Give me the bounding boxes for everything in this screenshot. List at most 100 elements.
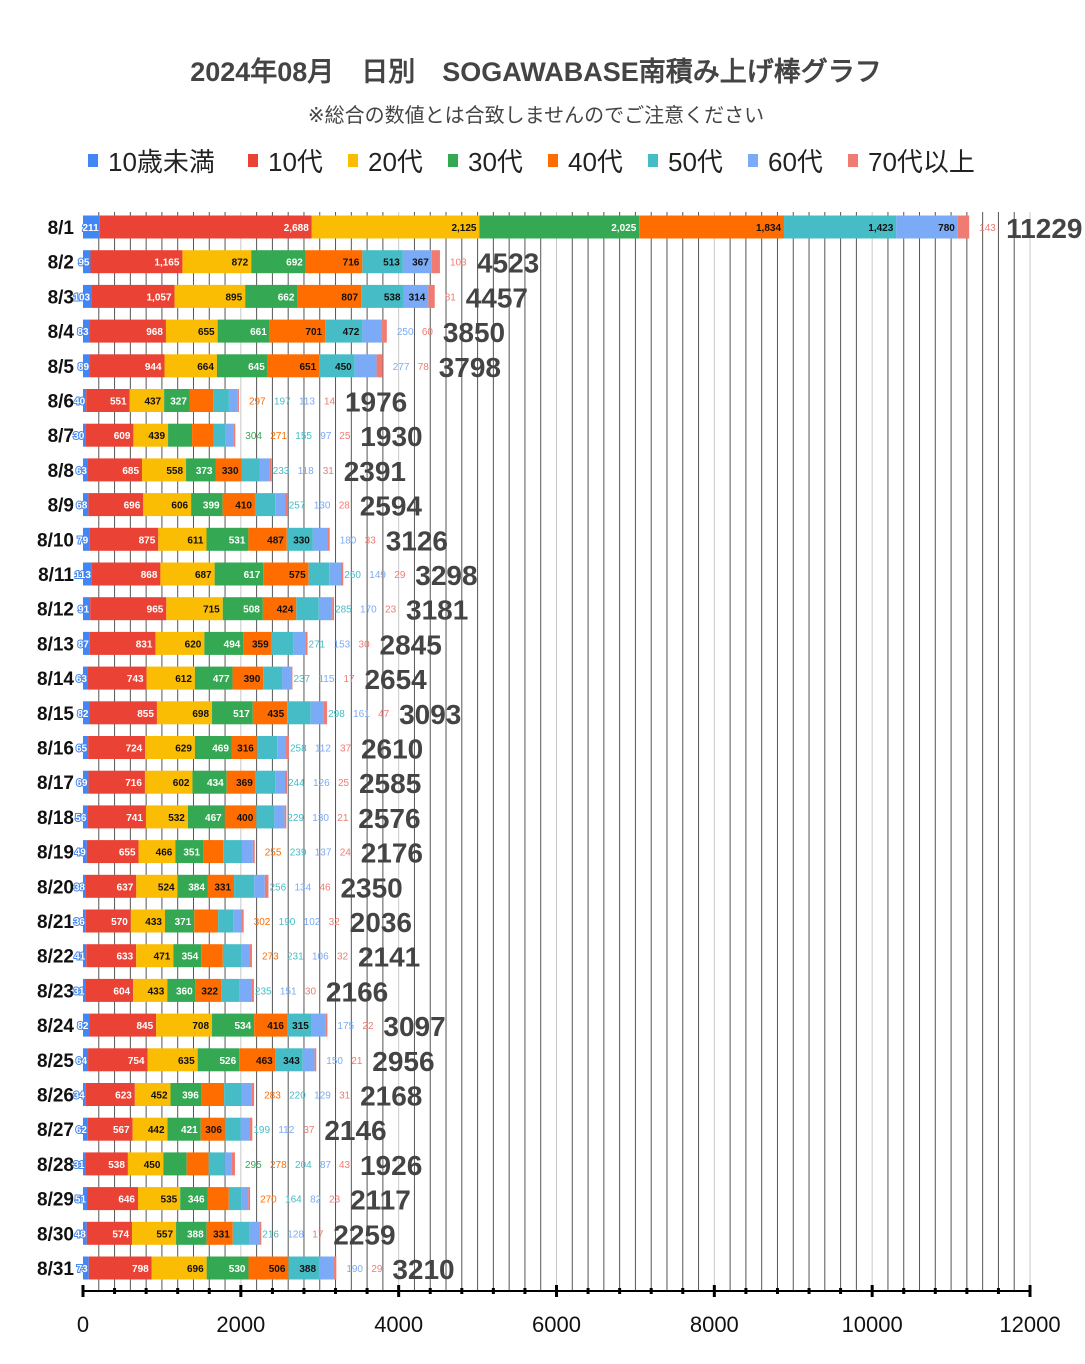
data-label: 91: [78, 605, 90, 616]
bar-segment: [83, 978, 86, 1002]
axis-tick: [460, 1288, 464, 1294]
data-label-outside: 130: [314, 501, 331, 512]
data-label-outside: 298: [328, 709, 345, 720]
data-label: 437: [144, 397, 161, 408]
data-label-outside: 197: [274, 397, 291, 408]
bar-segment: [85, 423, 134, 447]
axis-tick: [302, 1288, 306, 1294]
data-label-outside: 270: [260, 1195, 277, 1206]
bar-segment: [206, 1256, 249, 1280]
data-label: 89: [78, 362, 90, 373]
category-label: 8/16: [37, 739, 74, 760]
data-label: 620: [185, 639, 202, 650]
bar-row-8/23: 8/23 31 604 433 360 322 235 151 30 2166: [37, 976, 388, 1007]
bar-segment: [83, 354, 91, 378]
bar-segment: [90, 354, 165, 378]
data-label-outside: 47: [378, 709, 390, 720]
bar-segment: [83, 319, 90, 343]
axis-tick: [207, 1288, 211, 1294]
data-label: 322: [201, 986, 218, 997]
bar-segment: [207, 1187, 229, 1211]
bar-segment: [83, 736, 89, 759]
data-label: 557: [156, 1229, 173, 1240]
data-label-outside: 216: [262, 1229, 279, 1240]
bar-segment: [88, 1048, 148, 1072]
data-label-outside: 283: [264, 1091, 281, 1102]
data-label: 2,688: [284, 223, 309, 234]
bar-segment: [251, 978, 254, 1002]
total-label: 3298: [415, 560, 477, 591]
bar-segment: [214, 562, 264, 586]
data-label-outside: 81: [445, 292, 457, 303]
data-label-outside: 24: [340, 848, 352, 859]
data-label: 34: [74, 1091, 86, 1102]
bar-segment: [143, 493, 192, 517]
axis-tick: [334, 1288, 338, 1294]
data-label: 38: [74, 882, 86, 893]
data-label: 63: [76, 674, 88, 685]
bar-segment: [251, 1083, 255, 1106]
bar-segment: [83, 1221, 87, 1245]
data-label-outside: 25: [338, 778, 350, 789]
bar-segment: [166, 597, 223, 621]
bar-row-8/25: 8/25 64 754 635 526 463 343 150 21 2956: [37, 1046, 435, 1077]
data-label-outside: 155: [295, 431, 312, 442]
bar-segment: [286, 736, 289, 759]
data-label-outside: 271: [270, 431, 287, 442]
bar-segment: [87, 1117, 133, 1141]
data-label-outside: 23: [329, 1195, 341, 1206]
data-label: 49: [75, 848, 87, 859]
data-label-outside: 14: [324, 397, 336, 408]
chart-title: 2024年08月 日別 SOGAWABASE南積み上げ棒グラフ: [190, 56, 882, 87]
total-label: 2654: [364, 664, 427, 695]
data-label: 351: [183, 848, 200, 859]
total-label: 2166: [326, 976, 388, 1007]
total-label: 3093: [399, 699, 461, 730]
data-label: 526: [219, 1056, 236, 1067]
data-label: 103: [73, 292, 90, 303]
bar-row-8/10: 8/10 79 875 611 531 487 330 180 33 3126: [37, 525, 448, 556]
total-label: 2350: [340, 872, 402, 903]
bar-segment: [145, 805, 188, 829]
category-label: 8/19: [37, 843, 74, 864]
data-label: 399: [203, 501, 220, 512]
bar-segment: [296, 597, 319, 621]
bar-segment: [168, 423, 193, 447]
bar-segment: [310, 701, 324, 725]
category-label: 8/1: [48, 218, 75, 239]
bar-segment: [223, 840, 243, 864]
x-tick-label: 4000: [374, 1312, 423, 1337]
data-label-outside: 30: [305, 986, 317, 997]
axis-tick: [775, 1288, 779, 1294]
bar-segment: [275, 1048, 303, 1072]
data-label-outside: 271: [309, 639, 326, 650]
data-label-outside: 250: [397, 327, 414, 338]
bar-segment: [83, 423, 86, 447]
category-label: 8/2: [48, 253, 74, 274]
bar-segment: [275, 493, 286, 517]
bar-segment: [83, 458, 88, 482]
axis-tick: [996, 1288, 1000, 1294]
data-label-outside: 37: [303, 1125, 315, 1136]
axis-tick: [933, 1288, 937, 1294]
data-label: 452: [151, 1091, 168, 1102]
legend-swatch: [348, 154, 358, 167]
data-label: 471: [154, 952, 171, 963]
bar-segment: [83, 770, 89, 794]
total-label: 2845: [380, 629, 442, 660]
bar-segment: [329, 562, 341, 586]
data-label-outside: 32: [337, 952, 349, 963]
data-label: 741: [126, 813, 143, 824]
bar-row-8/5: 8/5 89 944 664 645 651 450 277 78 3798: [48, 352, 501, 383]
axis-tick: [81, 1285, 85, 1297]
data-label: 646: [118, 1195, 135, 1206]
bar-segment: [361, 284, 404, 308]
total-label: 2259: [333, 1219, 395, 1250]
data-label: 944: [145, 362, 162, 373]
data-label: 637: [117, 882, 134, 893]
bar-segment: [87, 805, 146, 829]
bar-segment: [285, 770, 287, 794]
data-label: 532: [168, 813, 185, 824]
data-label: 633: [117, 952, 134, 963]
data-label: 41: [74, 952, 86, 963]
